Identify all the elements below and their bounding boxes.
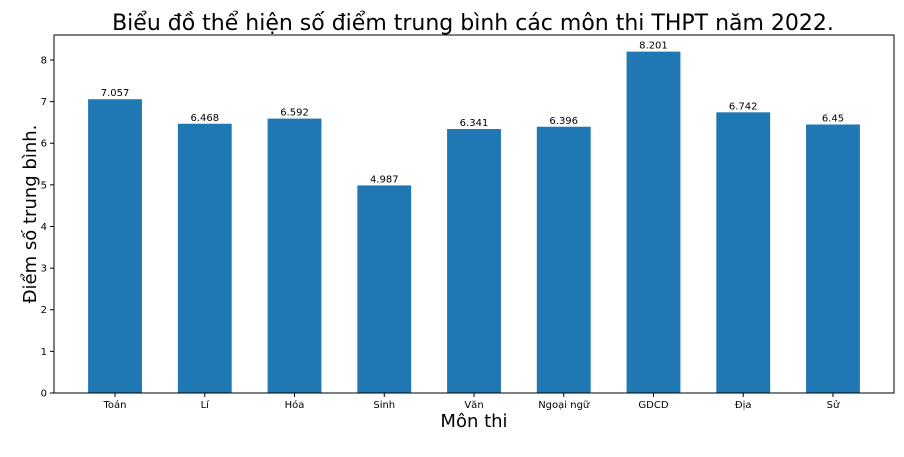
data-label: 6.742 [729,101,758,112]
bar [267,118,322,393]
data-label: 6.45 [822,114,844,125]
data-label: 7.057 [101,88,130,99]
y-tick-label: 0 [41,389,47,400]
chart-title: Biểu đồ thể hiện số điểm trung bình các … [112,11,834,36]
bar [177,123,232,393]
x-tick-label: GDCD [638,400,668,411]
data-label: 4.987 [370,174,399,185]
bar [536,126,591,393]
data-label: 6.592 [280,108,309,119]
y-tick-label: 2 [41,305,47,316]
plot-area: 7.057 6.468 6.592 4.987 6.341 6.396 8.201 6.742… [41,34,895,411]
bar [88,99,142,393]
bar [806,124,860,393]
bar [716,112,771,393]
y-tick-label: 3 [41,264,47,275]
x-tick-label: Văn [464,400,483,411]
bar [447,129,501,394]
x-tick-label: Ngoại ngữ [538,400,590,411]
x-tick-label: Địa [735,400,752,411]
y-tick-label: 4 [41,222,47,233]
x-axis-label: Môn thi [440,411,507,432]
y-axis-label: Điểm số trung bình. [20,125,41,304]
y-tick-label: 6 [41,139,47,150]
x-tick-label: Sử [827,399,840,411]
y-tick-label: 7 [41,97,47,108]
x-tick-label: Hóa [285,399,305,411]
data-label: 6.396 [549,116,578,127]
x-tick-label: Sinh [373,400,395,411]
data-label: 8.201 [639,41,668,52]
bar [626,51,681,394]
y-tick-label: 1 [41,347,47,358]
x-tick-label: Lí [201,399,211,411]
data-label: 6.341 [460,118,489,129]
y-tick-label: 8 [41,55,47,66]
x-tick-label: Toán [103,399,127,411]
bar [357,185,412,393]
data-label: 6.468 [190,113,219,124]
y-tick-label: 5 [41,180,47,191]
